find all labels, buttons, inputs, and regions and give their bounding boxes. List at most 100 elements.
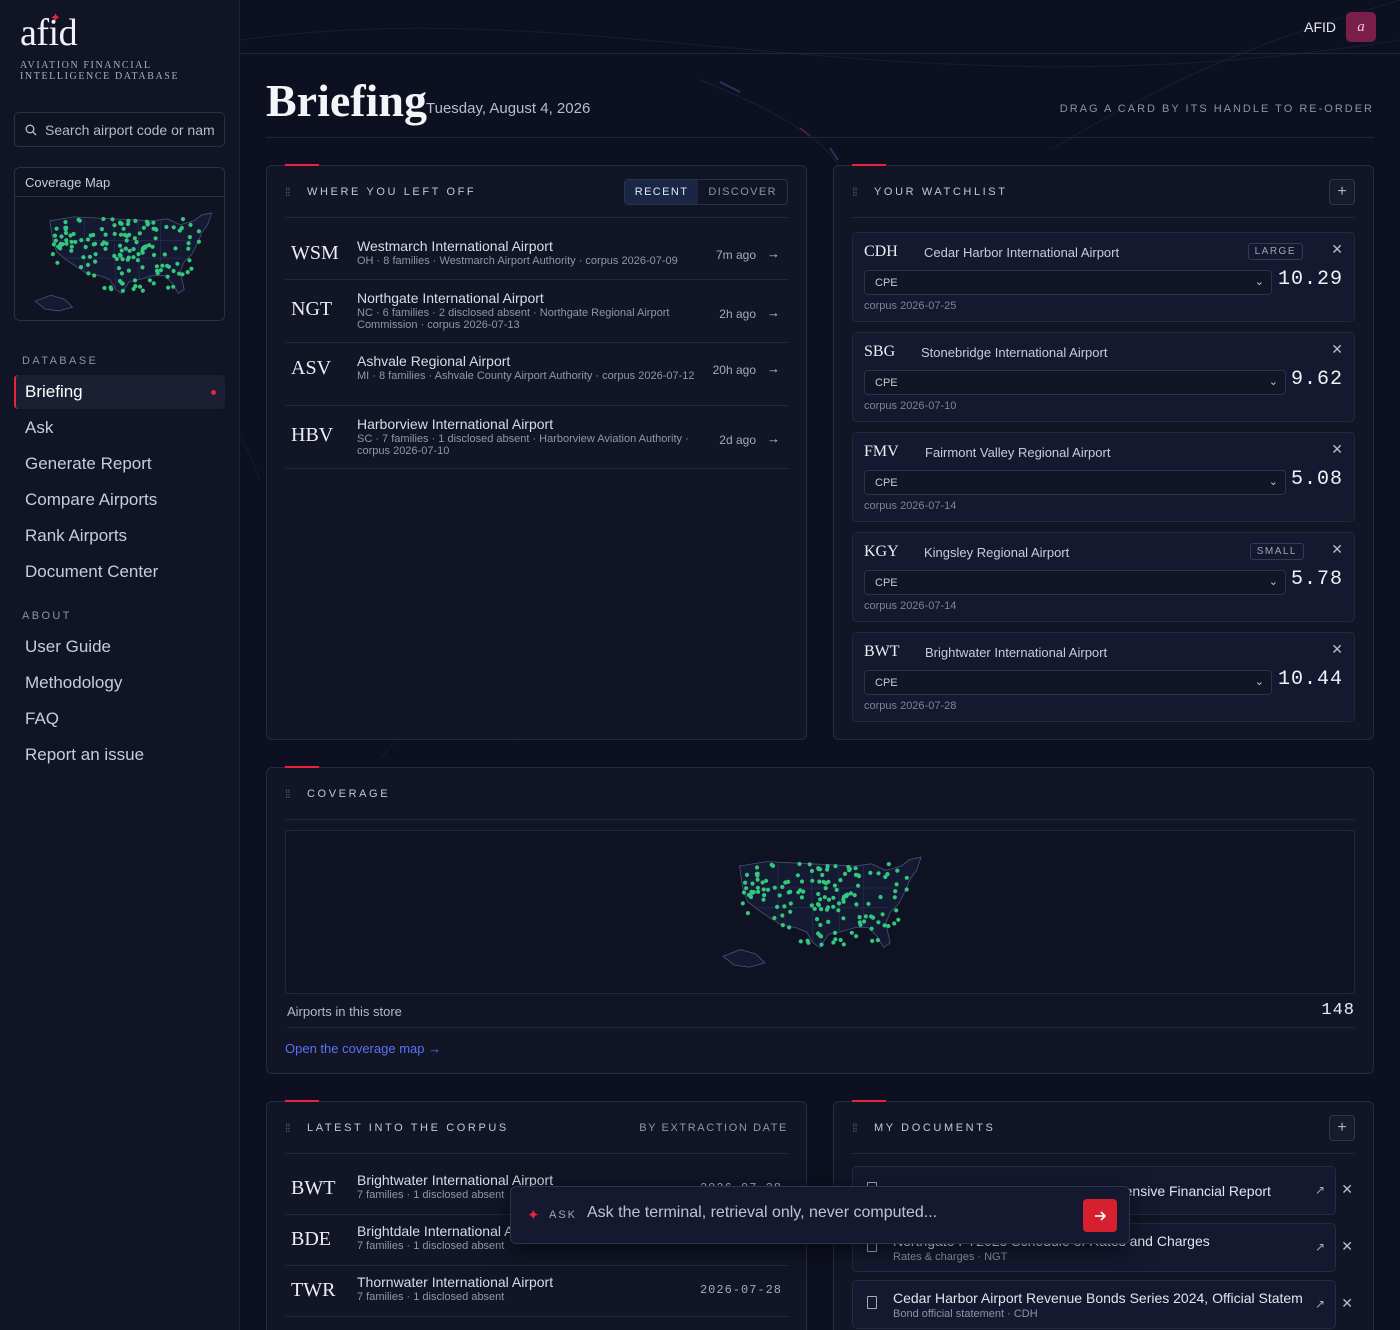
sort-label[interactable]: BY EXTRACTION DATE (639, 1121, 788, 1134)
drag-handle-icon[interactable]: ⁞⁞ (285, 1120, 291, 1135)
remove-icon[interactable]: ✕ (1331, 541, 1343, 557)
remove-icon[interactable]: ✕ (1331, 441, 1343, 457)
tab-discover[interactable]: DISCOVER (708, 185, 777, 198)
coverage-map-drawing (722, 856, 922, 968)
latest-row[interactable]: TWR Thornwater International Airport 7 fam… (285, 1266, 788, 1317)
latest-row[interactable]: BDE Brightdale International Airport 7 fam… (285, 1215, 788, 1266)
add-watchlist-button[interactable]: + (1329, 178, 1355, 205)
open-coverage-map-link[interactable]: Open the coverage map → (285, 1041, 442, 1056)
airport-dot (85, 262, 91, 267)
coverage-stat-value: 148 (1321, 1001, 1355, 1020)
airport-dot (799, 895, 805, 900)
recent-row[interactable]: ASV Ashvale Regional Airport MI · 8 famili… (285, 343, 788, 406)
drag-handle-icon[interactable]: ⁞⁞ (852, 1120, 858, 1135)
ask-send-button[interactable] (1083, 1199, 1117, 1232)
user-name[interactable]: AFID (1304, 19, 1336, 35)
open-external-icon[interactable]: ↗ (1314, 1183, 1325, 1197)
watchlist-item[interactable]: KGY Kingsley Regional Airport SMALL ✕ CPE ⌄ 5.… (852, 532, 1355, 622)
metric-select[interactable]: CPE ⌄ (864, 670, 1272, 695)
recent-row[interactable]: WSM Westmarch International Airport OH · 8… (285, 228, 788, 280)
arrow-right-icon[interactable]: → (767, 361, 780, 376)
metric-select[interactable]: CPE ⌄ (864, 570, 1286, 595)
metric-select[interactable]: CPE ⌄ (864, 470, 1286, 495)
watchlist-item[interactable]: CDH Cedar Harbor International Airport LAR… (852, 232, 1355, 322)
airport-code: CDH (864, 243, 898, 260)
remove-icon[interactable]: ✕ (1331, 641, 1343, 657)
add-document-button[interactable]: + (1329, 1114, 1355, 1141)
remove-document-icon[interactable]: ✕ (1341, 1238, 1353, 1254)
document-item[interactable]: Cedar Harbor Airport Revenue Bonds Serie… (852, 1280, 1336, 1329)
sidebar-item-methodology[interactable]: Methodology (14, 666, 225, 700)
airport-dot (761, 897, 766, 902)
sidebar-item-document-center[interactable]: Document Center (14, 555, 225, 589)
logo[interactable]: ✦ afid AVIATION FINANCIAL INTELLIGENCE D… (20, 10, 210, 82)
airport-dot (876, 871, 881, 876)
watchlist-item[interactable]: FMV Fairmont Valley Regional Airport ✕ CPE ⌄… (852, 432, 1355, 522)
coverage-map-widget[interactable]: Coverage Map (14, 167, 225, 321)
time-ago: 7m ago (715, 248, 756, 262)
airport-dot (863, 914, 868, 919)
airport-dot (51, 242, 57, 247)
airport-name: Northgate International Airport (357, 290, 544, 306)
airport-dot (787, 925, 792, 930)
airport-dot (836, 901, 842, 906)
airport-dot (58, 241, 63, 246)
airport-dot (124, 233, 130, 239)
recent-row[interactable]: HBV Harborview International Airport SC · … (285, 406, 788, 469)
remove-icon[interactable]: ✕ (1331, 341, 1343, 357)
airport-dot (99, 227, 104, 232)
airport-dot (196, 239, 201, 244)
avatar[interactable]: a (1346, 12, 1376, 42)
recent-row[interactable]: NGT Northgate International Airport NC · 6… (285, 280, 788, 343)
metric-select[interactable]: CPE ⌄ (864, 370, 1286, 395)
airport-dot (882, 923, 887, 928)
airport-code: BWT (864, 643, 900, 660)
airport-name: Cedar Harbor International Airport (924, 245, 1120, 260)
airport-dot (116, 266, 122, 271)
drag-handle-icon[interactable]: ⁞⁞ (852, 184, 858, 199)
sidebar-item-generate-report[interactable]: Generate Report (14, 447, 225, 481)
search-input[interactable] (45, 121, 215, 138)
airport-dot (760, 880, 765, 885)
airport-dot (154, 227, 159, 232)
airport-dot (819, 907, 824, 912)
airport-dot (55, 260, 60, 265)
remove-document-icon[interactable]: ✕ (1341, 1181, 1353, 1197)
drag-handle-icon[interactable]: ⁞⁞ (285, 184, 291, 199)
ask-input[interactable] (587, 1204, 1067, 1222)
arrow-right-icon[interactable]: → (767, 431, 780, 446)
metric-select[interactable]: CPE ⌄ (864, 270, 1272, 295)
remove-icon[interactable]: ✕ (1331, 241, 1343, 257)
airport-dot (869, 914, 874, 919)
sidebar-item-report-an-issue[interactable]: Report an issue (14, 738, 225, 772)
open-external-icon[interactable]: ↗ (1314, 1240, 1325, 1254)
airport-dot (164, 224, 169, 230)
coverage-map[interactable] (285, 830, 1355, 994)
sidebar-item-briefing[interactable]: Briefing (14, 375, 225, 409)
airport-dot (744, 872, 750, 877)
sidebar-item-user-guide[interactable]: User Guide (14, 630, 225, 664)
airport-dot (746, 892, 751, 898)
airport-dot (126, 255, 131, 260)
airport-dot (180, 272, 185, 277)
airport-dot (131, 255, 136, 260)
airport-code: SBG (864, 343, 896, 360)
chevron-down-icon: ⌄ (1254, 676, 1264, 688)
tab-recent[interactable]: RECENT (624, 179, 699, 204)
watchlist-item[interactable]: BWT Brightwater International Airport ✕ CPE… (852, 632, 1355, 722)
airport-code: TWR (291, 1279, 336, 1301)
airport-dot (818, 897, 823, 902)
airport-dot (81, 255, 86, 260)
arrow-right-icon[interactable]: → (767, 246, 780, 261)
open-external-icon[interactable]: ↗ (1314, 1297, 1325, 1311)
sidebar-item-faq[interactable]: FAQ (14, 702, 225, 736)
arrow-right-icon[interactable]: → (767, 305, 780, 320)
sidebar-item-ask[interactable]: Ask (14, 411, 225, 445)
sidebar-item-rank-airports[interactable]: Rank Airports (14, 519, 225, 553)
search-box[interactable] (14, 112, 225, 147)
us-outline (49, 212, 213, 294)
drag-handle-icon[interactable]: ⁞⁞ (285, 786, 291, 801)
remove-document-icon[interactable]: ✕ (1341, 1295, 1353, 1311)
sidebar-item-compare-airports[interactable]: Compare Airports (14, 483, 225, 517)
watchlist-item[interactable]: SBG Stonebridge International Airport ✕ CPE… (852, 332, 1355, 422)
